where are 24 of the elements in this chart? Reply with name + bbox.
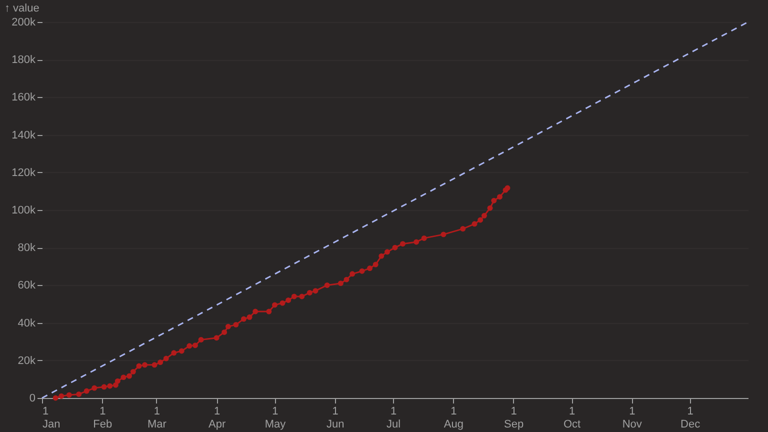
- x-tick-label: 1 Apr: [208, 406, 226, 430]
- x-tick-label: 1 Sep: [504, 406, 524, 430]
- y-tick-label: 40k: [18, 317, 36, 330]
- x-tick-label: 1 Nov: [622, 406, 642, 430]
- x-tick-label: 1 Mar: [147, 406, 167, 430]
- y-tick-label: 20k: [18, 354, 36, 367]
- y-tick-label: 140k: [12, 129, 36, 142]
- y-tick-label: 160k: [12, 92, 36, 104]
- y-tick-label: 100k: [12, 204, 36, 216]
- y-tick-label: 60k: [18, 280, 36, 292]
- y-tick-label: 120k: [12, 166, 36, 179]
- y-tick-label: 80k: [18, 242, 36, 254]
- x-tick-label: 1 Dec: [680, 406, 701, 430]
- y-tick-label: 200k: [12, 16, 36, 28]
- x-tick-label: 1 Feb: [93, 406, 112, 430]
- y-axis-title: ↑ value: [4, 2, 40, 14]
- x-tick-label: 1 Jun: [326, 406, 344, 430]
- x-tick-label: 1 Aug: [444, 406, 464, 430]
- x-tick-label: 1 Jul: [386, 406, 401, 430]
- y-tick-label: 180k: [12, 54, 36, 66]
- x-tick-label: 1 May: [264, 406, 286, 430]
- x-tick-label: 1 Oct: [563, 406, 581, 430]
- x-tick-label: 1 Jan: [42, 406, 60, 430]
- y-tick-label: 0: [29, 392, 36, 404]
